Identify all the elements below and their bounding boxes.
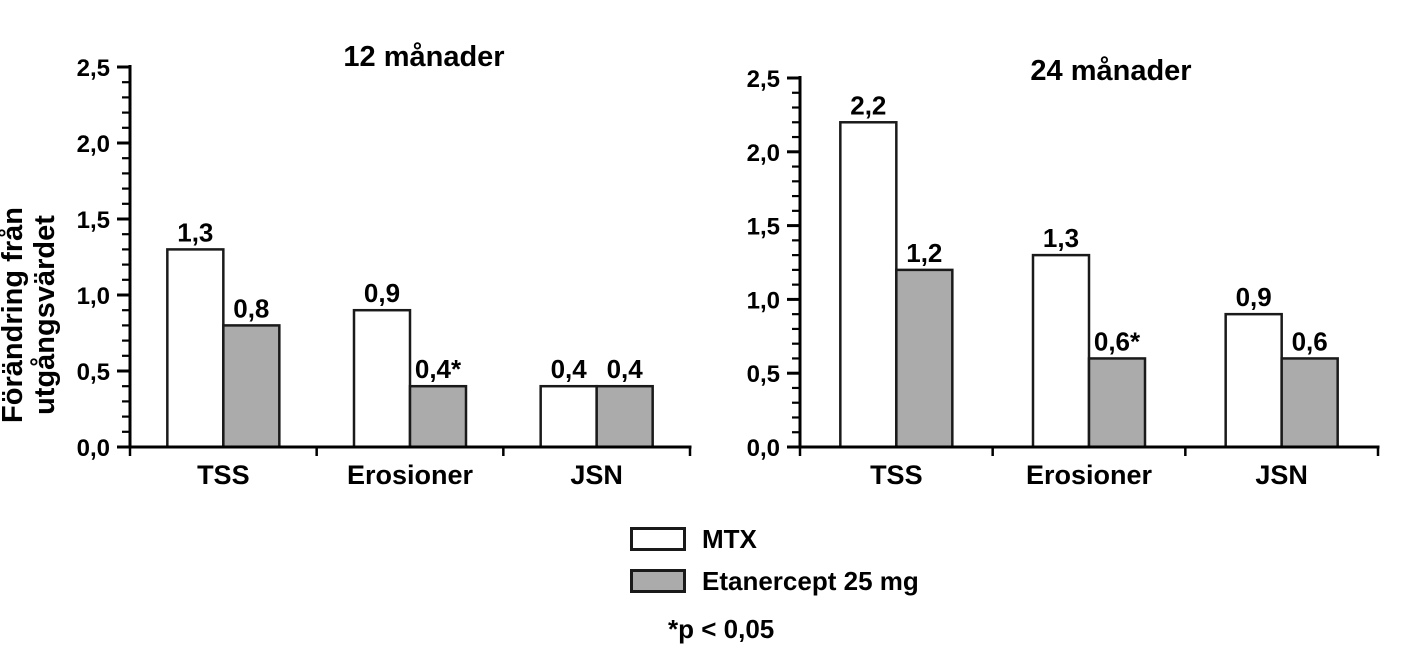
bar-mtx-tss: [166, 248, 225, 449]
y-tick-label: 0,0: [747, 435, 780, 462]
legend-swatch-mtx: [630, 527, 686, 551]
bar-mtx-tss: [839, 121, 898, 449]
y-tick-label: 1,5: [77, 207, 110, 234]
y-tick-label: 2,5: [77, 55, 110, 82]
bar-etanercept-erosioner: [1087, 357, 1147, 449]
bar-value-label: 1,2: [906, 238, 942, 268]
y-tick-label: 1,5: [747, 214, 780, 241]
chart-title: 12 månader: [343, 41, 504, 73]
y-tick-label: 1,0: [747, 287, 780, 314]
y-axis-label-line: utgångsvärdet: [29, 215, 61, 415]
chart-title: 24 månader: [1030, 55, 1191, 87]
bar-mtx-jsn: [539, 384, 598, 449]
legend-swatch-etanercept: [630, 569, 686, 593]
bar-mtx-erosioner: [352, 308, 412, 449]
bar-chart-12-manader: 12 månader Förändring från utgångsvärdet 1,…: [0, 41, 692, 490]
bar-value-label: 0,4*: [415, 354, 462, 384]
x-category-label: JSN: [570, 460, 623, 490]
bar-value-label: 0,6*: [1094, 326, 1141, 356]
bar-etanercept-erosioner: [408, 384, 468, 449]
bar-mtx-jsn: [1224, 312, 1283, 449]
y-tick-label: 2,0: [77, 131, 110, 158]
bar-value-label: 0,9: [1236, 282, 1272, 312]
legend-item-etanercept: Etanercept 25 mg: [630, 566, 919, 596]
y-tick-label: 1,0: [77, 283, 110, 310]
bar-value-label: 0,4: [607, 354, 644, 384]
bar-value-label: 0,6: [1292, 326, 1328, 356]
bar-value-label: 1,3: [1043, 223, 1079, 253]
y-tick-label: 0,5: [77, 359, 110, 386]
significance-note: *p < 0,05: [668, 614, 775, 644]
x-category-label: TSS: [870, 460, 923, 490]
legend: MTX Etanercept 25 mg: [630, 524, 919, 596]
bar-etanercept-jsn: [1280, 357, 1339, 449]
bar-mtx-erosioner: [1031, 253, 1091, 449]
bar-chart-24-manader: 24 månader 2,2 1,2 TSS 1,3 0,6* Erosioner 0,9 0,…: [747, 55, 1380, 490]
x-category-label: TSS: [197, 460, 250, 490]
bar-value-label: 0,8: [233, 293, 269, 323]
legend-label-mtx: MTX: [702, 524, 757, 554]
bar-etanercept-tss: [222, 324, 281, 449]
x-category-label: JSN: [1255, 460, 1308, 490]
y-axis-label-line: Förändring från: [0, 207, 29, 423]
y-tick-label: 2,0: [747, 140, 780, 167]
bar-etanercept-tss: [895, 268, 954, 449]
bar-value-label: 0,9: [364, 278, 400, 308]
x-category-label: Erosioner: [1026, 460, 1153, 490]
bar-etanercept-jsn: [595, 384, 654, 449]
bar-value-label: 0,4: [551, 354, 588, 384]
bar-value-label: 1,3: [177, 217, 213, 247]
y-axis-label: Förändring från utgångsvärdet: [0, 207, 61, 423]
legend-label-etanercept: Etanercept 25 mg: [702, 566, 919, 596]
y-tick-label: 0,0: [77, 435, 110, 462]
bar-value-label: 2,2: [850, 90, 886, 120]
y-tick-label: 0,5: [747, 361, 780, 388]
y-tick-label: 2,5: [747, 66, 780, 93]
x-category-label: Erosioner: [347, 460, 474, 490]
legend-item-mtx: MTX: [630, 524, 919, 554]
